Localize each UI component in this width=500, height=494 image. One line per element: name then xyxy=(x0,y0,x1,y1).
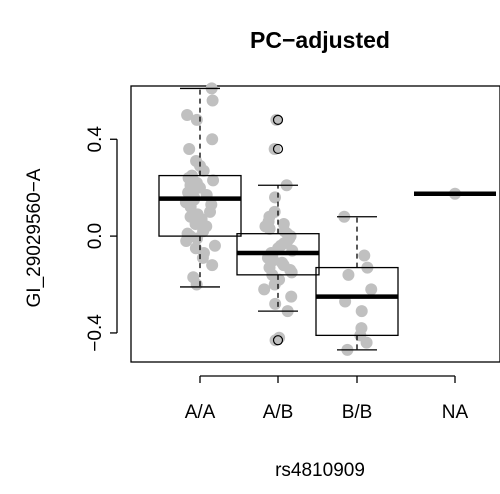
y-tick-label: 0.4 xyxy=(85,126,106,153)
data-point xyxy=(342,268,355,281)
data-point xyxy=(285,266,298,279)
points-layer xyxy=(179,82,461,356)
data-point xyxy=(360,336,373,349)
outlier-point xyxy=(272,114,284,125)
data-point xyxy=(206,259,219,272)
x-tick-label: NA xyxy=(442,402,469,423)
outlier-point xyxy=(272,143,284,155)
data-point xyxy=(258,283,271,296)
box-iqr xyxy=(158,174,242,237)
data-point xyxy=(197,164,210,177)
data-point xyxy=(206,133,219,146)
data-point xyxy=(355,305,368,318)
box-iqr xyxy=(315,266,399,337)
y-tick-label: −0.4 xyxy=(85,314,106,352)
data-point xyxy=(285,290,298,303)
data-point xyxy=(180,234,193,247)
data-point xyxy=(269,297,282,310)
y-axis: −0.4 0.0 0.4 xyxy=(85,126,118,352)
data-point xyxy=(365,283,378,296)
x-tick-label: A/A xyxy=(185,402,216,423)
data-point xyxy=(269,191,282,204)
data-point xyxy=(183,142,196,155)
data-point xyxy=(268,278,281,291)
boxes-layer xyxy=(158,87,496,351)
data-point xyxy=(269,334,282,347)
data-point xyxy=(263,222,276,235)
data-point xyxy=(206,94,219,107)
data-point xyxy=(268,142,281,155)
data-point xyxy=(190,113,203,126)
plot-frame xyxy=(130,85,500,363)
data-point xyxy=(181,109,194,122)
y-tick-label: 0.0 xyxy=(85,223,106,249)
data-point xyxy=(207,174,220,187)
x-tick-label: A/B xyxy=(263,402,294,423)
data-point xyxy=(189,218,202,230)
outlier-point xyxy=(272,335,284,346)
data-point xyxy=(208,239,221,252)
x-axis: A/A A/B B/B NA xyxy=(185,375,469,423)
chart-title: PC−adjusted xyxy=(250,27,390,53)
y-axis-label: GI_29029560−A xyxy=(24,168,45,307)
data-point xyxy=(204,205,217,218)
x-axis-label: rs4810909 xyxy=(275,460,365,481)
data-point xyxy=(270,113,283,126)
data-point xyxy=(358,249,371,262)
data-point xyxy=(190,278,203,291)
x-tick-label: B/B xyxy=(342,402,373,423)
